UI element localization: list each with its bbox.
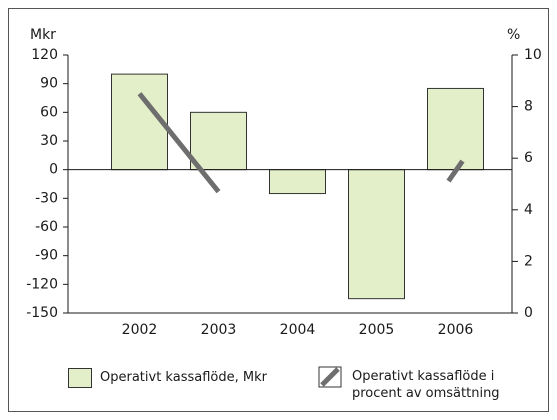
x-tick-label: 2006 bbox=[438, 322, 474, 338]
line-series bbox=[446, 159, 465, 183]
x-tick-label: 2002 bbox=[122, 322, 158, 338]
bar bbox=[269, 169, 326, 195]
legend-swatch-bar bbox=[68, 368, 92, 388]
y2-axis-label: % bbox=[507, 27, 520, 43]
bar bbox=[348, 169, 405, 300]
y-tick-label: 90 bbox=[40, 76, 58, 92]
y-tick-label: -120 bbox=[26, 276, 58, 292]
y-tick-label: -30 bbox=[35, 190, 58, 206]
bar bbox=[427, 87, 484, 171]
y2-tick-label: 6 bbox=[524, 150, 533, 166]
x-tick-label: 2004 bbox=[280, 322, 316, 338]
legend-label: Operativt kassaflöde, Mkr bbox=[100, 370, 267, 385]
y-tick-label: 60 bbox=[40, 104, 58, 120]
y-tick-label: 120 bbox=[31, 47, 58, 63]
legend-box bbox=[318, 366, 342, 388]
y2-tick-label: 2 bbox=[524, 253, 533, 269]
legend-swatch-line bbox=[318, 366, 342, 388]
legend-label: Operativt kassaflöde i procent av omsätt… bbox=[352, 369, 500, 401]
line-series bbox=[137, 92, 221, 194]
y2-tick-label: 8 bbox=[524, 99, 533, 115]
y-tick-label: 30 bbox=[40, 133, 58, 149]
y-tick-label: -150 bbox=[26, 305, 58, 321]
frame bbox=[8, 8, 549, 412]
legend-line bbox=[320, 367, 340, 387]
bar bbox=[190, 111, 247, 171]
bar bbox=[111, 73, 168, 171]
y2-tick-label: 0 bbox=[524, 305, 533, 321]
y2-tick-label: 4 bbox=[524, 202, 533, 218]
y-tick-label: -60 bbox=[35, 219, 58, 235]
x-tick-label: 2005 bbox=[359, 322, 395, 338]
y-tick-label: -90 bbox=[35, 248, 58, 264]
y-tick-label: 0 bbox=[49, 162, 58, 178]
y2-tick-label: 10 bbox=[524, 47, 542, 63]
y-axis-label: Mkr bbox=[30, 27, 56, 43]
x-tick-label: 2003 bbox=[201, 322, 237, 338]
